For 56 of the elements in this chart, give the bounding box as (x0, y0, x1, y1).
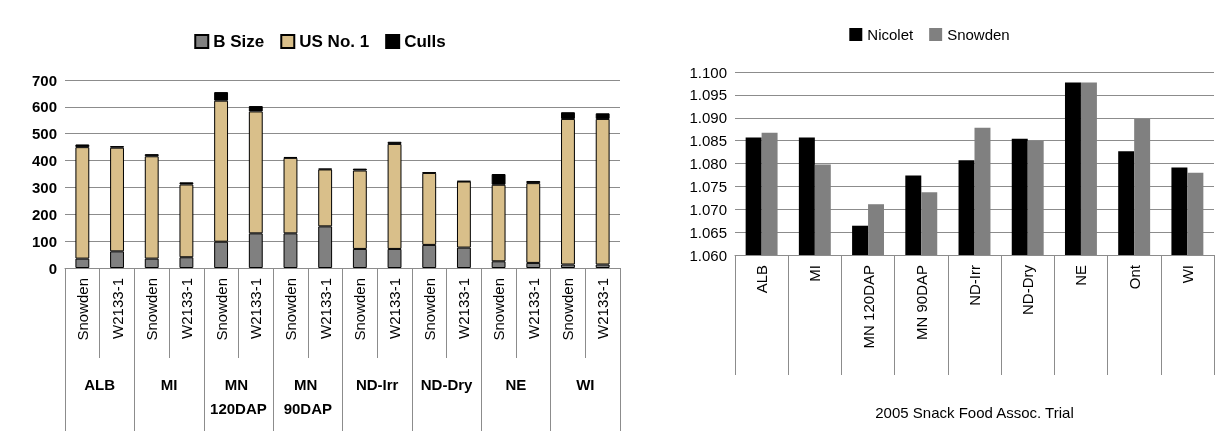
y-tick-label: 1.085 (689, 132, 727, 150)
y-tick-label: 1.095 (689, 86, 727, 104)
x-tick-label: W2133-1 (594, 278, 612, 339)
legend-label: Snowden (947, 26, 1010, 43)
x-tick-label: Snowden (559, 278, 577, 341)
x-axis-title: 2005 Snack Food Assoc. Trial (875, 404, 1074, 421)
legend-label: Culls (404, 32, 446, 51)
legend-label: Nicolet (867, 26, 914, 43)
x-tick-label: W2133-1 (177, 278, 195, 339)
text: MI (160, 375, 178, 393)
x-tick-label: W2133-1 (524, 278, 542, 339)
x-tick-label: W2133-1 (108, 278, 126, 339)
x-tick-label: Snowden (351, 278, 369, 341)
y-tick-label: 200 (31, 205, 57, 223)
y-tick-label: 400 (31, 152, 57, 170)
y-tick-label: 300 (31, 178, 57, 196)
y-tick-label: 1.070 (689, 200, 727, 218)
x-tick-label: W2133-1 (455, 278, 473, 339)
x-tick-label: WI (1178, 265, 1196, 284)
legend-label: B Size (213, 32, 265, 51)
x-tick-label: MN 90DAP (912, 265, 930, 341)
text: WI (576, 375, 595, 393)
text: ND-Irr (355, 375, 399, 393)
x-tick-label: MI (806, 265, 824, 282)
x-tick-label: Snowden (281, 278, 299, 341)
x-tick-label: ALB (753, 265, 771, 294)
y-tick-label: 1.080 (689, 155, 727, 172)
text: MN 120DAP (210, 375, 267, 417)
x-tick-label: Snowden (490, 278, 508, 341)
x-tick-label: NE (1072, 265, 1090, 286)
x-tick-label: Snowden (420, 278, 438, 341)
text: NE (505, 375, 527, 393)
legend-label: US No. 1 (299, 32, 370, 51)
text: MN 90DAP (283, 375, 332, 417)
y-tick-label: 0 (48, 259, 57, 277)
x-tick-label: W2133-1 (316, 278, 334, 339)
x-tick-label: ND-Dry (1019, 264, 1037, 315)
y-tick-label: 1.090 (689, 109, 727, 127)
y-tick-label: 100 (31, 232, 57, 250)
y-tick-label: 500 (31, 125, 57, 143)
x-tick-label: W2133-1 (247, 278, 265, 339)
y-tick-label: 600 (31, 98, 57, 116)
y-tick-label: 700 (31, 71, 57, 89)
x-tick-label: ND-Irr (966, 265, 983, 306)
text: ND-Dry (420, 375, 474, 393)
x-tick-label: Snowden (212, 278, 230, 341)
y-tick-label: 1.060 (689, 246, 727, 264)
x-tick-label: Ont (1125, 264, 1143, 290)
y-tick-label: 1.075 (689, 177, 727, 195)
y-tick-label: 1.100 (689, 63, 727, 81)
x-tick-label: Snowden (73, 278, 91, 341)
x-tick-label: Snowden (143, 278, 161, 341)
text: ALB (84, 375, 116, 393)
x-tick-label: MN 120DAP (859, 265, 877, 349)
y-tick-label: 1.065 (689, 223, 727, 241)
x-tick-label: W2133-1 (386, 278, 404, 339)
